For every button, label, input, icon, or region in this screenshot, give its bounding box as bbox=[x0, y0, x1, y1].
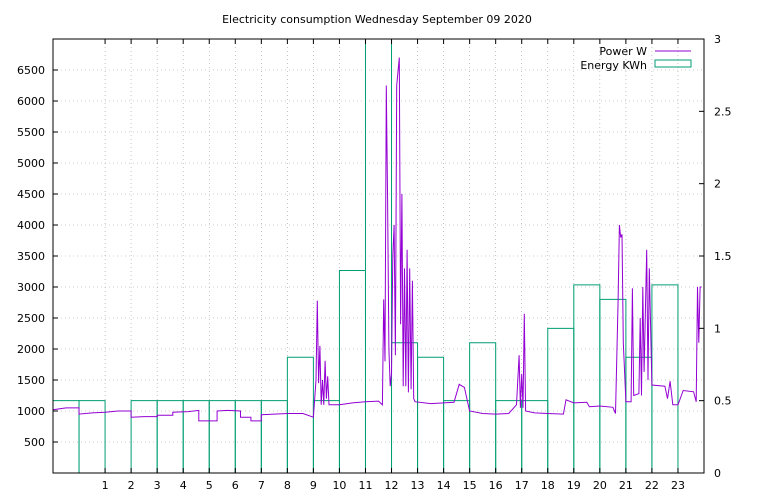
y-tick-label: 500 bbox=[24, 436, 45, 449]
x-tick-label: 9 bbox=[310, 479, 317, 492]
y-tick-label: 1500 bbox=[17, 374, 45, 387]
y-tick-label: 5000 bbox=[17, 157, 45, 170]
y2-tick-label: 3 bbox=[714, 33, 721, 46]
y-tick-label: 2000 bbox=[17, 343, 45, 356]
legend: Power W Energy KWh bbox=[580, 45, 692, 72]
y2-tick-label: 1.5 bbox=[714, 250, 732, 263]
y-tick-label: 4500 bbox=[17, 188, 45, 201]
x-tick-label: 4 bbox=[180, 479, 187, 492]
tick-label-layer: 1 2 3 4 5 6 7 8 9 10 11 12 13 14 15 16 17 18 19 20 21 22 23500… bbox=[17, 33, 732, 492]
grid-layer bbox=[53, 39, 704, 473]
x-tick-label: 7 bbox=[258, 479, 265, 492]
x-tick-label: 11 bbox=[358, 479, 372, 492]
y2-tick-label: 0.5 bbox=[714, 395, 732, 408]
x-tick-label: 2 bbox=[128, 479, 135, 492]
x-tick-label: 6 bbox=[232, 479, 239, 492]
legend-energy-swatch bbox=[654, 59, 692, 68]
x-tick-label: 12 bbox=[385, 479, 399, 492]
x-tick-label: 19 bbox=[567, 479, 581, 492]
y-tick-label: 1000 bbox=[17, 405, 45, 418]
x-tick-label: 15 bbox=[463, 479, 477, 492]
y-tick-label: 5500 bbox=[17, 126, 45, 139]
x-tick-label: 14 bbox=[437, 479, 451, 492]
y-tick-label: 6500 bbox=[17, 64, 45, 77]
energy-bar bbox=[78, 400, 106, 473]
x-tick-label: 21 bbox=[619, 479, 633, 492]
x-tick-label: 5 bbox=[206, 479, 213, 492]
y2-tick-label: 2 bbox=[714, 178, 721, 191]
x-tick-label: 1 bbox=[102, 479, 109, 492]
power-series-layer bbox=[52, 57, 702, 422]
y-tick-label: 3000 bbox=[17, 281, 45, 294]
x-tick-label: 10 bbox=[332, 479, 346, 492]
tick-layer bbox=[53, 38, 704, 474]
y-tick-label: 2500 bbox=[17, 312, 45, 325]
chart-title: Electricity consumption Wednesday Septem… bbox=[222, 13, 532, 26]
x-tick-label: 23 bbox=[671, 479, 685, 492]
x-tick-label: 20 bbox=[593, 479, 607, 492]
x-tick-label: 18 bbox=[541, 479, 555, 492]
x-tick-label: 22 bbox=[645, 479, 659, 492]
y-tick-label: 3500 bbox=[17, 250, 45, 263]
x-tick-label: 3 bbox=[154, 479, 161, 492]
power-line bbox=[52, 57, 702, 422]
y2-tick-label: 0 bbox=[714, 467, 721, 480]
y2-tick-label: 1 bbox=[714, 322, 721, 335]
y-tick-label: 4000 bbox=[17, 219, 45, 232]
legend-energy-label: Energy KWh bbox=[580, 59, 647, 72]
x-tick-label: 17 bbox=[515, 479, 529, 492]
x-tick-label: 16 bbox=[489, 479, 503, 492]
x-tick-label: 13 bbox=[411, 479, 425, 492]
legend-power-label: Power W bbox=[599, 45, 647, 58]
energy-series-layer bbox=[52, 38, 679, 473]
y2-tick-label: 2.5 bbox=[714, 105, 732, 118]
y-tick-label: 6000 bbox=[17, 95, 45, 108]
x-tick-label: 8 bbox=[284, 479, 291, 492]
